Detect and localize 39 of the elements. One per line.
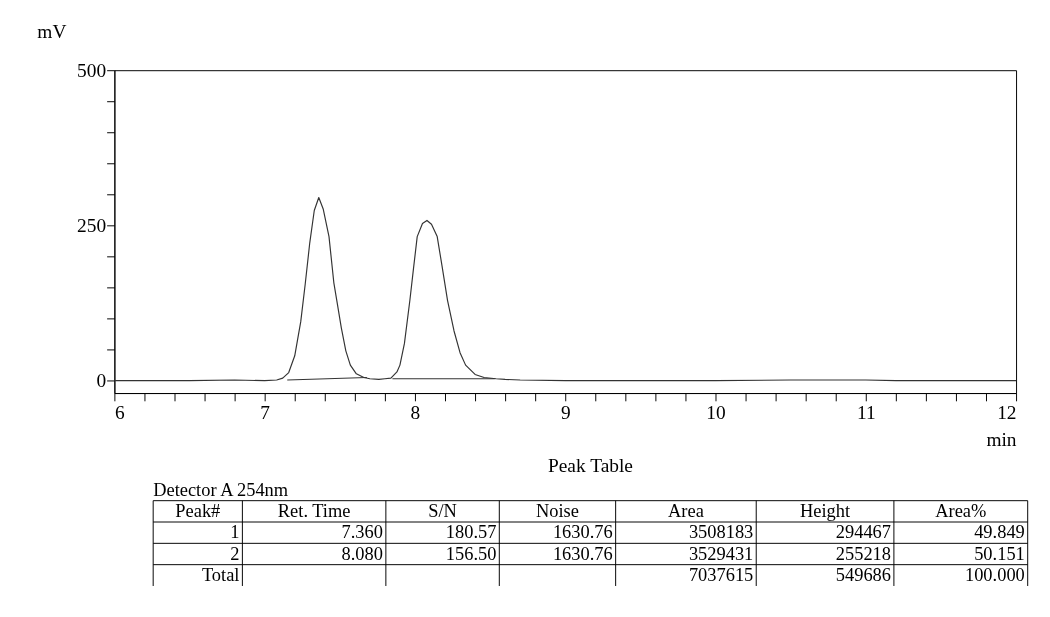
y-axis-title: mV	[37, 20, 67, 42]
text: Height	[800, 501, 851, 522]
text: 100.000	[964, 565, 1025, 586]
x-tick-label: 10	[706, 401, 726, 423]
text: Peak#	[175, 501, 221, 522]
text: 7037615	[688, 565, 754, 586]
y-tick-label: 250	[77, 214, 107, 236]
text: 1	[230, 522, 240, 543]
text: 255218	[835, 543, 891, 564]
text: Noise	[536, 501, 579, 522]
x-tick-label: 11	[856, 401, 876, 423]
text: 3508183	[688, 522, 754, 543]
text: 180.57	[445, 522, 497, 543]
x-tick-label: 7	[260, 401, 271, 423]
x-tick-label: 9	[560, 401, 571, 423]
x-tick-label: 12	[997, 401, 1017, 423]
text: Total	[201, 565, 240, 586]
text: 156.50	[445, 543, 497, 564]
text: 8.080	[341, 543, 383, 564]
text: Ret. Time	[277, 501, 351, 522]
text: 294467	[835, 522, 891, 543]
x-tick-label: 8	[410, 401, 421, 423]
text: 7.360	[341, 522, 383, 543]
text: S/N	[428, 501, 457, 522]
y-tick-label: 0	[96, 369, 107, 391]
text: 1630.76	[552, 543, 613, 564]
text: 50.151	[974, 543, 1025, 564]
x-axis-title: min	[986, 428, 1017, 450]
text: Peak Table	[547, 454, 633, 476]
y-tick-label: 500	[77, 59, 107, 81]
text: 549686	[835, 565, 891, 586]
x-tick-label: 6	[114, 401, 125, 423]
text: Area	[668, 501, 704, 522]
text: Detector A 254nm	[153, 479, 289, 500]
text: 3529431	[688, 543, 754, 564]
text: Area%	[935, 501, 987, 522]
text: 1630.76	[552, 522, 613, 543]
text: 49.849	[974, 522, 1025, 543]
text: 2	[230, 543, 240, 564]
